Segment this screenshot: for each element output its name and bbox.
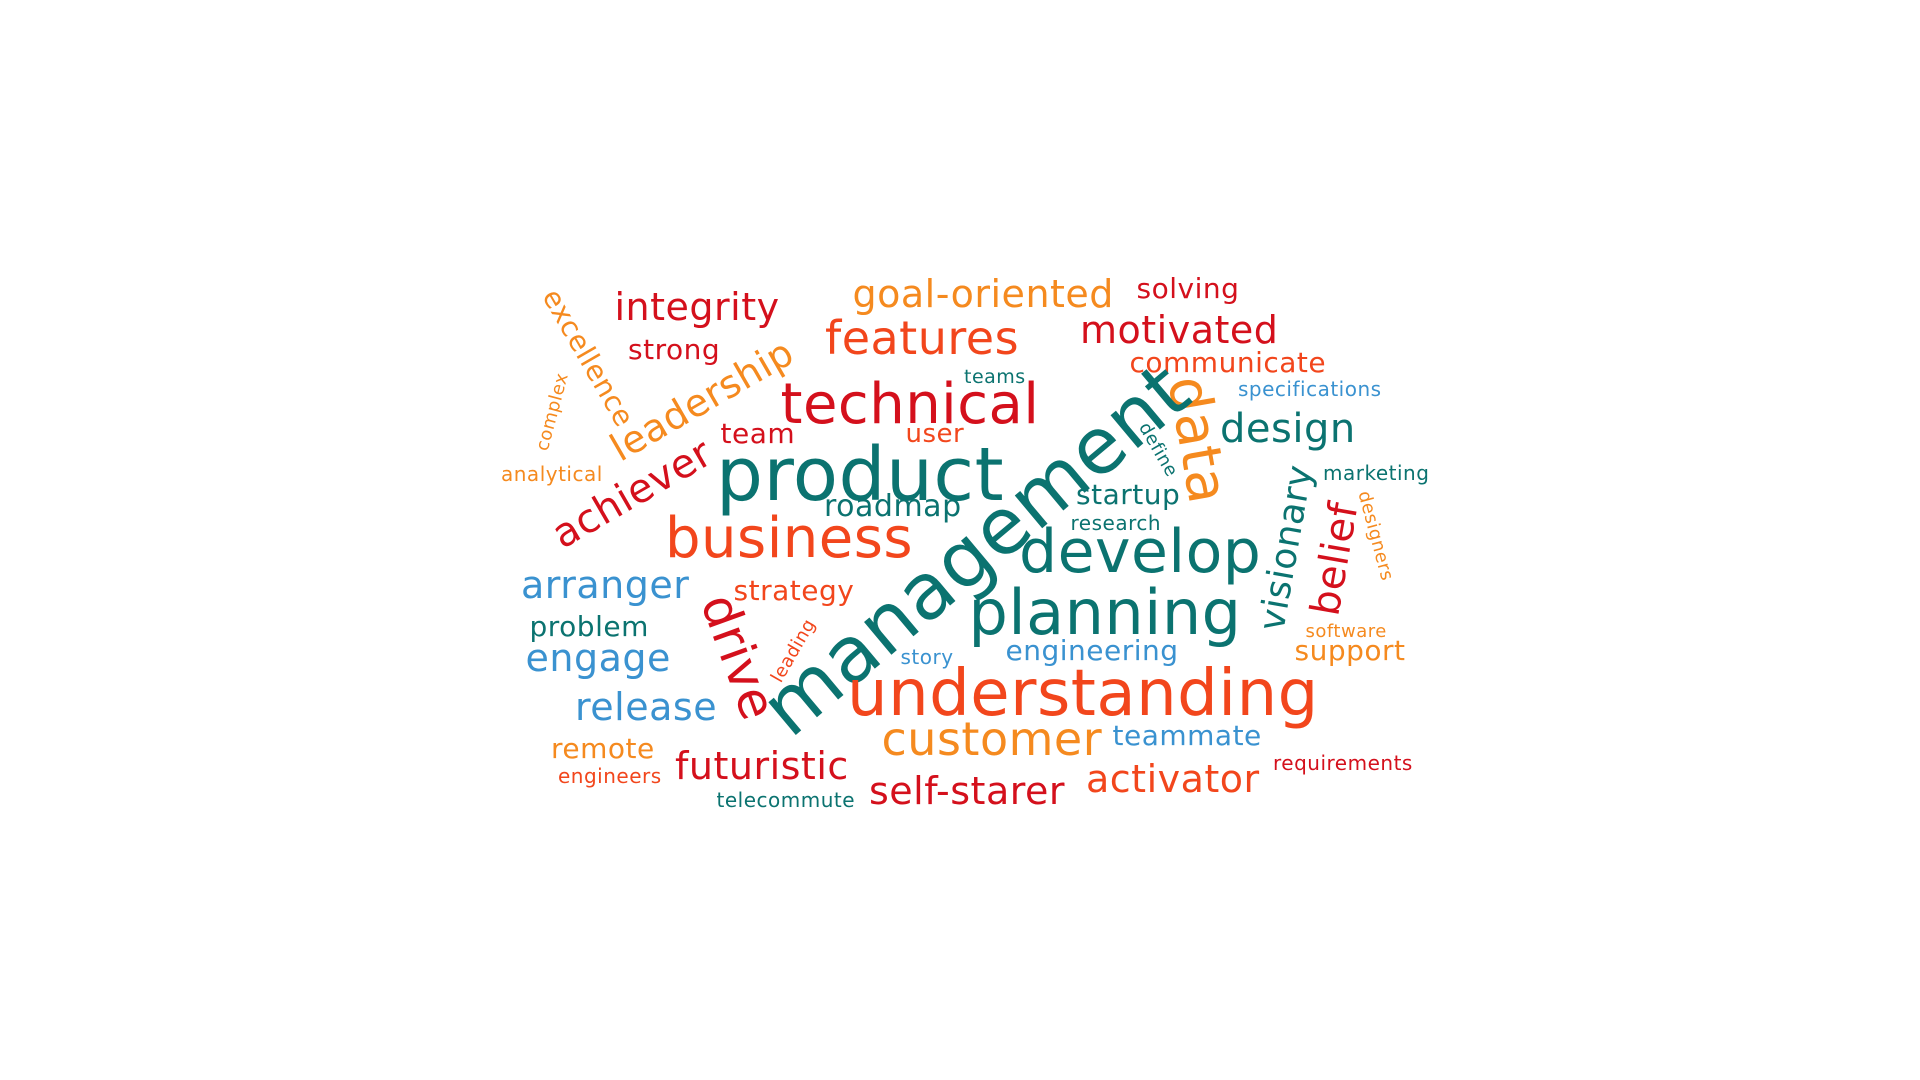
word-marketing: marketing <box>1323 461 1430 485</box>
word-release: release <box>575 685 718 729</box>
word-user: user <box>905 419 965 449</box>
word-features: features <box>825 311 1020 365</box>
word-develop: develop <box>1019 517 1262 587</box>
word-research: research <box>1070 511 1162 535</box>
word-roadmap: roadmap <box>824 489 962 524</box>
word-teammate: teammate <box>1112 719 1262 752</box>
word-goal-oriented: goal-oriented <box>852 272 1114 316</box>
word-arranger: arranger <box>521 563 690 607</box>
word-self-starer: self-starer <box>869 769 1066 813</box>
word-support: support <box>1294 634 1406 667</box>
word-strong: strong <box>628 333 721 366</box>
word-telecommute: telecommute <box>716 788 856 812</box>
word-software: software <box>1305 621 1387 642</box>
word-engineering: engineering <box>1005 634 1179 667</box>
word-futuristic: futuristic <box>675 744 849 788</box>
word-remote: remote <box>551 732 655 765</box>
word-complex: complex <box>531 370 573 454</box>
word-business: business <box>665 506 914 571</box>
word-design: design <box>1220 406 1356 452</box>
word-activator: activator <box>1086 757 1260 801</box>
word-solving: solving <box>1136 272 1240 305</box>
word-customer: customer <box>881 712 1103 766</box>
word-problem: problem <box>529 610 649 643</box>
word-strategy: strategy <box>733 574 855 607</box>
word-specifications: specifications <box>1238 377 1382 401</box>
word-understanding: understanding <box>847 657 1319 731</box>
word-team: team <box>720 417 796 450</box>
word-technical: technical <box>780 372 1040 437</box>
word-belief: belief <box>1302 498 1368 620</box>
word-engineers: engineers <box>558 764 662 788</box>
word-motivated: motivated <box>1080 308 1279 352</box>
word-engage: engage <box>525 636 671 680</box>
word-story: story <box>900 645 954 669</box>
word-startup: startup <box>1076 478 1181 511</box>
word-communicate: communicate <box>1129 346 1327 379</box>
word-integrity: integrity <box>614 285 780 329</box>
word-analytical: analytical <box>501 462 603 486</box>
word-product: product <box>716 432 1005 518</box>
word-teams: teams <box>964 365 1026 388</box>
word-planning: planning <box>968 576 1242 649</box>
word-requirements: requirements <box>1273 751 1413 775</box>
